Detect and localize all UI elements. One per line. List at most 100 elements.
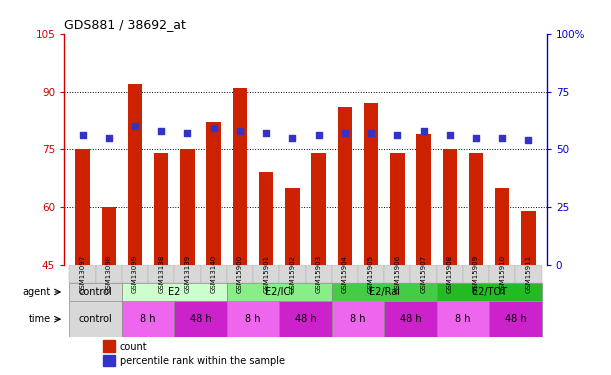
FancyBboxPatch shape	[122, 265, 148, 283]
Text: GSM13139: GSM13139	[185, 255, 191, 293]
Point	[104, 135, 114, 141]
Text: GSM15910: GSM15910	[499, 255, 505, 293]
Point	[235, 128, 245, 134]
FancyBboxPatch shape	[489, 301, 541, 338]
Bar	[521, 211, 536, 265]
FancyBboxPatch shape	[437, 265, 463, 283]
Text: E2/Ral: E2/Ral	[368, 287, 400, 297]
Point	[524, 137, 533, 143]
Text: GSM15900: GSM15900	[237, 255, 243, 293]
Point	[445, 132, 455, 138]
Text: count: count	[120, 342, 147, 352]
Bar	[154, 153, 169, 265]
Text: GSM13099: GSM13099	[132, 255, 138, 293]
Point	[313, 132, 323, 138]
FancyBboxPatch shape	[463, 265, 489, 283]
Text: control: control	[79, 314, 112, 324]
Bar	[364, 103, 378, 265]
Text: GSM15911: GSM15911	[525, 255, 532, 293]
Bar	[416, 134, 431, 265]
Bar	[75, 149, 90, 265]
Bar	[442, 149, 457, 265]
Text: GSM15904: GSM15904	[342, 255, 348, 293]
Bar	[103, 340, 115, 352]
Point	[471, 135, 481, 141]
Text: 48 h: 48 h	[400, 314, 421, 324]
Bar	[180, 149, 195, 265]
Text: GSM13098: GSM13098	[106, 255, 112, 293]
FancyBboxPatch shape	[437, 301, 489, 338]
FancyBboxPatch shape	[384, 265, 411, 283]
Point	[419, 128, 428, 134]
Text: 8 h: 8 h	[245, 314, 261, 324]
FancyBboxPatch shape	[174, 265, 200, 283]
Text: time: time	[29, 314, 51, 324]
Text: GDS881 / 38692_at: GDS881 / 38692_at	[64, 18, 186, 31]
Bar	[259, 172, 273, 265]
Text: GSM15906: GSM15906	[394, 255, 400, 293]
Point	[366, 130, 376, 136]
FancyBboxPatch shape	[227, 265, 253, 283]
FancyBboxPatch shape	[70, 301, 122, 338]
FancyBboxPatch shape	[489, 265, 515, 283]
Text: GSM15902: GSM15902	[290, 255, 295, 293]
Text: GSM13138: GSM13138	[158, 255, 164, 293]
Text: GSM15909: GSM15909	[473, 255, 479, 293]
Point	[183, 130, 192, 136]
Point	[209, 126, 219, 132]
Text: E2/TOT: E2/TOT	[472, 287, 507, 297]
Bar	[495, 188, 510, 265]
FancyBboxPatch shape	[70, 265, 96, 283]
Bar	[233, 88, 247, 265]
Text: GSM15908: GSM15908	[447, 255, 453, 293]
FancyBboxPatch shape	[96, 265, 122, 283]
Point	[262, 130, 271, 136]
FancyBboxPatch shape	[515, 265, 541, 283]
FancyBboxPatch shape	[437, 283, 541, 301]
Text: 48 h: 48 h	[295, 314, 316, 324]
Point	[130, 123, 140, 129]
FancyBboxPatch shape	[332, 301, 384, 338]
Text: control: control	[79, 287, 112, 297]
Bar	[338, 107, 352, 265]
Text: 48 h: 48 h	[190, 314, 211, 324]
FancyBboxPatch shape	[279, 301, 332, 338]
Text: 8 h: 8 h	[350, 314, 366, 324]
Point	[78, 132, 87, 138]
FancyBboxPatch shape	[384, 301, 437, 338]
Text: 48 h: 48 h	[505, 314, 526, 324]
FancyBboxPatch shape	[70, 283, 122, 301]
Text: agent: agent	[23, 287, 51, 297]
FancyBboxPatch shape	[253, 265, 279, 283]
Text: E2: E2	[168, 287, 180, 297]
Bar	[103, 354, 115, 366]
FancyBboxPatch shape	[306, 265, 332, 283]
FancyBboxPatch shape	[122, 301, 174, 338]
Point	[497, 135, 507, 141]
Bar	[390, 153, 404, 265]
Text: 8 h: 8 h	[455, 314, 470, 324]
Text: GSM13140: GSM13140	[211, 255, 217, 293]
Text: GSM15907: GSM15907	[420, 255, 426, 293]
Bar	[207, 122, 221, 265]
FancyBboxPatch shape	[174, 301, 227, 338]
Text: GSM15903: GSM15903	[316, 255, 321, 293]
Bar	[312, 153, 326, 265]
FancyBboxPatch shape	[122, 283, 227, 301]
Point	[392, 132, 402, 138]
Text: GSM13097: GSM13097	[79, 255, 86, 293]
Text: GSM15901: GSM15901	[263, 255, 269, 293]
FancyBboxPatch shape	[148, 265, 174, 283]
FancyBboxPatch shape	[332, 265, 358, 283]
Point	[340, 130, 349, 136]
Bar	[101, 207, 116, 265]
Text: 8 h: 8 h	[141, 314, 156, 324]
FancyBboxPatch shape	[200, 265, 227, 283]
Bar	[128, 84, 142, 265]
Text: percentile rank within the sample: percentile rank within the sample	[120, 356, 285, 366]
Text: E2/ICI: E2/ICI	[265, 287, 293, 297]
FancyBboxPatch shape	[332, 283, 437, 301]
Bar	[469, 153, 483, 265]
Point	[156, 128, 166, 134]
FancyBboxPatch shape	[358, 265, 384, 283]
